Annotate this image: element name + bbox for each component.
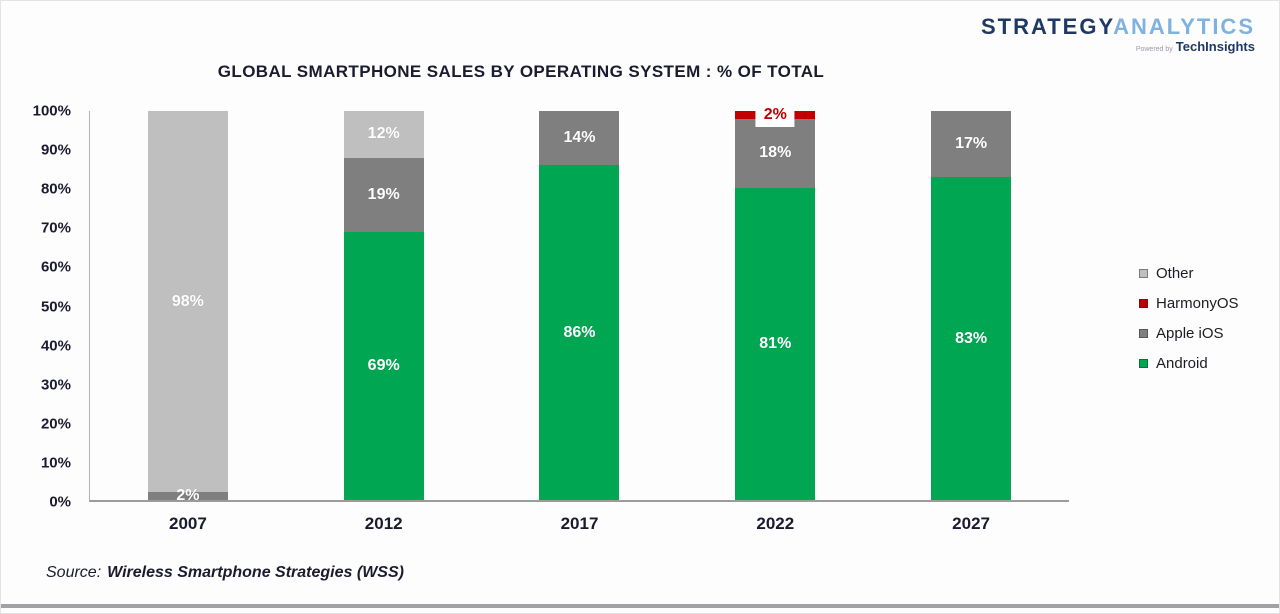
segment-value-label: 98%	[171, 292, 204, 310]
bar-group-2022: 81% 18% 2% 2022	[677, 105, 873, 533]
y-tick-label: 50%	[40, 298, 71, 315]
segment-value-label: 17%	[955, 135, 988, 153]
segment-android: 83%	[931, 177, 1012, 500]
segment-apple-ios: 14%	[539, 111, 620, 166]
stacked-bar-2012: 69% 19% 12%	[343, 111, 424, 500]
segment-apple-ios: 18%	[735, 118, 816, 189]
segment-value-label: 19%	[367, 185, 400, 203]
y-tick-label: 70%	[40, 219, 71, 237]
stacked-bar-2017: 86% 14%	[539, 111, 620, 500]
chart-title: GLOBAL SMARTPHONE SALES BY OPERATING SYS…	[217, 62, 825, 81]
legend-swatch-icon	[1139, 329, 1148, 338]
legend-item-apple-ios: Apple iOS	[1139, 325, 1239, 342]
y-tick-label: 10%	[40, 454, 71, 472]
legend-item-other: Other	[1139, 265, 1239, 282]
segment-other: 98%	[147, 111, 228, 493]
segment-android: 69%	[343, 231, 424, 500]
legend-label: Other	[1156, 265, 1194, 282]
bar-group-2017: 86% 14% 2017	[482, 111, 678, 533]
x-axis-label: 2022	[756, 514, 795, 533]
segment-apple-ios: 19%	[343, 157, 424, 232]
y-tick-label: 90%	[40, 141, 71, 159]
x-axis-label: 2027	[952, 514, 990, 533]
segment-harmonyos: 2%	[735, 105, 816, 127]
x-axis-label: 2007	[168, 514, 207, 533]
legend-item-android: Android	[1139, 355, 1239, 372]
y-tick-label: 80%	[40, 180, 71, 198]
segment-value-label: 2%	[755, 105, 795, 127]
legend-label: Apple iOS	[1156, 325, 1224, 342]
segment-value-label: 86%	[563, 323, 596, 341]
segment-value-label: 18%	[759, 144, 792, 162]
bar-group-2012: 69% 19% 12% 2012	[286, 111, 482, 533]
legend-label: Android	[1156, 355, 1208, 372]
powered-by-brand: TechInsights	[1175, 39, 1255, 54]
legend-swatch-icon	[1139, 269, 1148, 278]
segment-value-label: 83%	[955, 329, 988, 347]
legend: Other HarmonyOS Apple iOS Android	[1139, 265, 1239, 372]
brand-wordmark: STRATEGYANALYTICS	[981, 15, 1255, 39]
bar-group-2027: 83% 17% 2027	[873, 111, 1069, 533]
y-tick-label: 100%	[32, 102, 71, 120]
stacked-bar-2007: 2% 98%	[147, 111, 228, 504]
segment-value-label: 14%	[563, 129, 596, 147]
bottom-divider	[1, 604, 1279, 608]
segment-android: 86%	[539, 165, 620, 500]
powered-by-line: Powered by TechInsights	[981, 40, 1255, 57]
segment-android: 81%	[735, 188, 816, 500]
powered-by-label: Powered by	[1135, 46, 1173, 53]
source-text: Wireless Smartphone Strategies (WSS)	[107, 564, 404, 581]
stacked-bar-2027: 83% 17%	[931, 111, 1012, 500]
plot-area: 2% 98% 2007 69% 19% 12% 2012 86% 14% 2017 81% 18% 2%…	[89, 105, 1069, 533]
y-tick-label: 0%	[49, 493, 71, 511]
segment-value-label: 12%	[367, 125, 400, 143]
x-axis-label: 2012	[364, 514, 403, 533]
y-axis: 100% 90% 80% 70% 60% 50% 40% 30% 20% 10% 0%	[1, 103, 79, 511]
legend-swatch-icon	[1139, 359, 1148, 368]
segment-value-label: 81%	[759, 335, 792, 352]
segment-apple-ios: 2%	[147, 487, 228, 504]
stacked-bar-2022: 81% 18% 2%	[735, 105, 816, 500]
x-axis-label: 2017	[560, 514, 599, 533]
segment-apple-ios: 17%	[931, 111, 1012, 178]
y-tick-label: 60%	[40, 258, 71, 276]
brand-logo: STRATEGYANALYTICS Powered by TechInsights	[981, 15, 1255, 57]
legend-label: HarmonyOS	[1156, 295, 1239, 312]
bar-group-2007: 2% 98% 2007	[90, 111, 286, 533]
legend-item-harmonyos: HarmonyOS	[1139, 295, 1239, 312]
brand-strategy-text: STRATEGY	[980, 14, 1114, 39]
y-tick-label: 20%	[40, 415, 71, 433]
legend-swatch-icon	[1139, 299, 1148, 308]
y-tick-label: 30%	[40, 376, 71, 394]
segment-other: 12%	[343, 111, 424, 158]
brand-analytics-text: ANALYTICS	[1113, 14, 1255, 39]
y-tick-label: 40%	[40, 337, 71, 355]
source-note: Source: Wireless Smartphone Strategies (W…	[46, 564, 404, 582]
segment-value-label: 69%	[367, 356, 400, 374]
segment-value-label: 2%	[176, 487, 200, 505]
source-prefix: Source:	[46, 564, 102, 581]
